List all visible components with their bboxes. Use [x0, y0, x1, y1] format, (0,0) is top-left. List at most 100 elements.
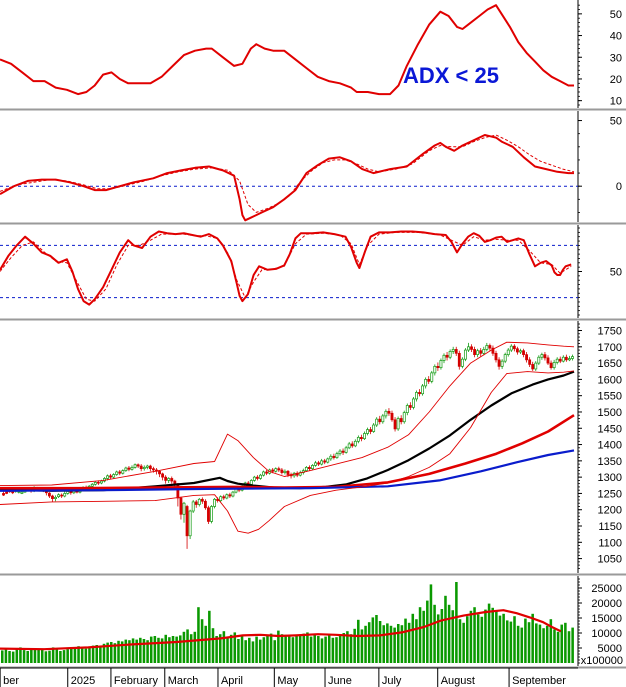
volume-bar [211, 628, 215, 663]
volume-bar [440, 609, 444, 663]
volume-bar [353, 628, 356, 663]
volume-bar [531, 613, 534, 663]
candle-body [124, 467, 128, 471]
volume-bar [44, 651, 48, 663]
volume-bar [142, 639, 146, 663]
volume-bar [535, 623, 538, 663]
volume-bar [186, 629, 189, 663]
volume-bar [342, 633, 346, 663]
volume-bar [222, 631, 226, 663]
volume-bar [30, 648, 33, 663]
volume-bar [197, 607, 200, 663]
candle-body [5, 491, 9, 494]
candle-body [109, 475, 113, 478]
volume-bar [66, 649, 69, 663]
volume-bar [484, 609, 487, 663]
volume-bar [1, 650, 4, 663]
volume-bar [62, 650, 66, 663]
candle-body [408, 405, 412, 408]
volume-bar [502, 613, 505, 663]
volume-bar [120, 641, 124, 663]
volume-bar [284, 634, 287, 663]
price-tick-label: 1100 [598, 537, 622, 549]
volume-bar [164, 634, 168, 663]
candle-body [430, 372, 434, 382]
candle-body [564, 356, 568, 361]
candle-body [311, 465, 314, 470]
volume-bar [357, 619, 360, 663]
candle-body [427, 379, 431, 382]
volume-bar [400, 625, 404, 663]
momentum-axis: 0 50 [577, 111, 622, 222]
price-tick-label: 1650 [598, 358, 622, 370]
volume-bar [109, 642, 113, 663]
volume-bar [469, 610, 473, 663]
volume-tick-label: 20000 [591, 598, 622, 610]
volume-bar [407, 622, 411, 663]
x-axis-label: February [114, 675, 159, 687]
volume-bar [513, 616, 516, 663]
x-axis-label: May [277, 675, 298, 687]
candle-body [304, 467, 308, 471]
volume-bar [37, 649, 40, 663]
volume-bar [70, 648, 73, 663]
candle-body [133, 464, 137, 468]
volume-bar [59, 651, 62, 663]
candle-body [118, 471, 122, 474]
candle-body [537, 356, 541, 364]
price-tick-label: 1550 [598, 391, 622, 403]
volume-bar [255, 636, 258, 663]
volume-bar [331, 637, 335, 663]
candle-body [393, 419, 397, 430]
candle-body [96, 482, 100, 484]
candle-body [387, 410, 391, 414]
volume-bar [95, 645, 98, 663]
volume-tick-label: 5000 [598, 643, 622, 655]
candle-body [139, 465, 143, 470]
oscillator-series-main [0, 230, 572, 306]
candle-body [210, 506, 213, 522]
volume-bar [389, 625, 393, 663]
volume-bar [338, 634, 342, 663]
volume-bar [171, 636, 175, 663]
candle-body [317, 462, 321, 465]
candle-body [418, 392, 421, 395]
candle-body [121, 470, 125, 474]
volume-bar [396, 624, 400, 663]
candle-body [167, 478, 171, 481]
adx-annotation: ADX < 25 [403, 63, 499, 88]
candle-body [482, 349, 486, 354]
volume-bar [473, 607, 476, 663]
candle-body [228, 494, 232, 497]
price-tick-label: 1300 [598, 472, 622, 484]
volume-bar [447, 604, 451, 663]
volume-bar [91, 645, 95, 663]
candle-body [454, 349, 458, 354]
price-tick-label: 1600 [598, 374, 622, 386]
candle-body [531, 364, 535, 370]
volume-bar [189, 634, 193, 663]
volume-bar [545, 625, 549, 663]
candle-body [396, 418, 400, 430]
volume-bar [455, 582, 458, 663]
candle-body [528, 359, 532, 365]
candle-body [2, 493, 5, 496]
candle-body [561, 356, 565, 362]
volume-bar [168, 637, 171, 663]
volume-bar [146, 640, 149, 663]
volume-bar [84, 648, 88, 663]
volume-bar [128, 640, 131, 663]
volume-bar [269, 633, 273, 663]
candle-body [213, 498, 217, 507]
price-tick-label: 1200 [598, 505, 622, 517]
candle-body [182, 502, 186, 515]
volume-axis: 5000 10000 15000 20000 25000 [577, 576, 622, 666]
volume-bar [571, 627, 574, 663]
volume-bar [476, 614, 480, 663]
candle-body [549, 362, 553, 369]
volume-bar [113, 643, 117, 663]
volume-bar [131, 638, 135, 663]
candle-body [555, 358, 559, 363]
x-axis-label: September [512, 675, 566, 687]
candle-body [540, 354, 544, 358]
